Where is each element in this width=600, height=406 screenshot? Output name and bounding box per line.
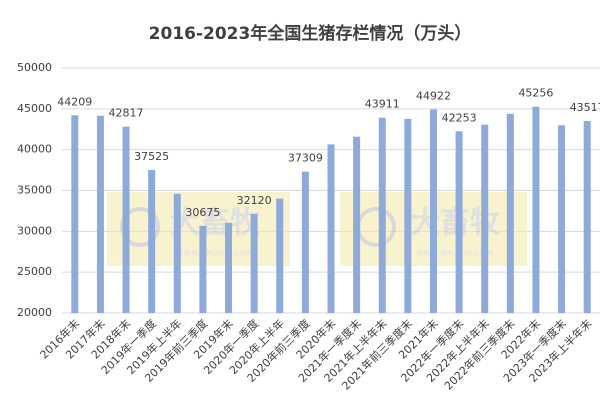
watermark-logo	[120, 207, 160, 247]
y-tick-label: 40000	[17, 143, 52, 156]
bar	[378, 117, 386, 313]
bar	[327, 144, 335, 313]
y-tick-label: 35000	[17, 184, 52, 197]
bar	[583, 120, 591, 314]
bar	[250, 214, 258, 313]
y-tick-label: 50000	[17, 61, 52, 74]
bar	[404, 118, 412, 313]
y-tick-label: 45000	[17, 102, 52, 115]
chart-title: 2016-2023年全国生猪存栏情况（万头）	[149, 23, 472, 44]
bar	[481, 124, 489, 313]
watermark-text: 大畜牧	[170, 206, 261, 241]
watermark: 大畜牧 www.dxumu.com 大畜牧 www.dxumu.com	[107, 192, 527, 266]
data-label: 45256	[518, 87, 553, 100]
data-label: 42253	[442, 111, 477, 124]
data-label: 44209	[57, 95, 92, 108]
data-label: 37525	[134, 150, 169, 163]
data-label: 30675	[185, 206, 220, 219]
watermark-url: www.dxumu.com	[416, 249, 493, 259]
bar	[455, 131, 463, 313]
bar	[122, 126, 130, 313]
data-label: 37309	[288, 152, 323, 165]
bar	[506, 113, 514, 313]
y-tick-label: 20000	[17, 306, 52, 319]
bar	[199, 225, 207, 313]
data-label: 43517	[570, 101, 600, 114]
data-label: 42817	[109, 107, 144, 120]
bar	[532, 106, 540, 313]
bar	[148, 169, 156, 313]
y-tick-label: 30000	[17, 224, 52, 237]
watermark-url: www.dxumu.com	[176, 249, 253, 259]
data-label: 43911	[365, 98, 400, 111]
data-label: 32120	[237, 194, 272, 207]
bar	[96, 115, 104, 314]
data-label: 44922	[416, 89, 451, 102]
bar	[173, 193, 181, 313]
watermark-box	[107, 192, 290, 266]
bar	[301, 171, 309, 313]
bar	[276, 198, 284, 313]
bar	[353, 136, 361, 313]
bar	[558, 125, 566, 313]
bar	[225, 222, 233, 313]
y-tick-label: 25000	[17, 265, 52, 278]
bar	[429, 109, 437, 313]
bar	[71, 115, 79, 313]
